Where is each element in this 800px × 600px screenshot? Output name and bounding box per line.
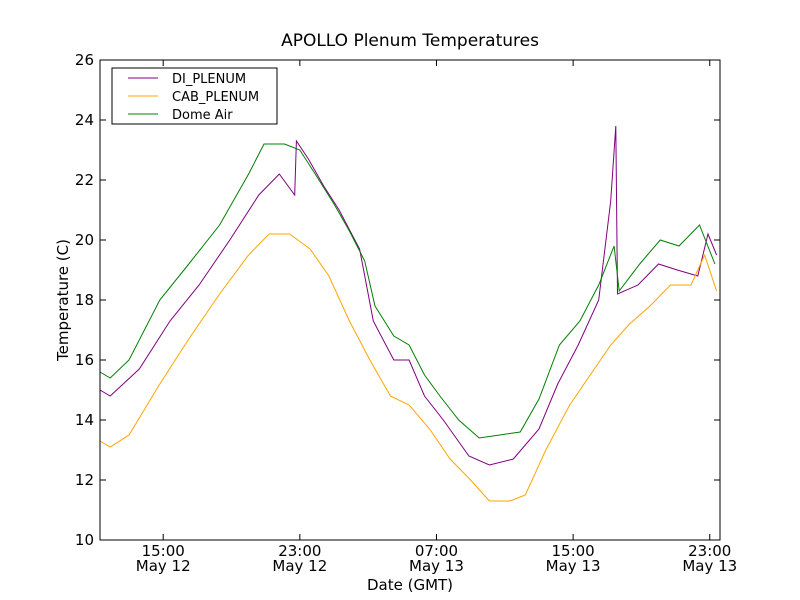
x-tick-label-time: 15:00: [551, 542, 594, 560]
y-tick-label: 12: [75, 471, 94, 489]
x-tick-label-time: 07:00: [415, 542, 458, 560]
chart-title: APOLLO Plenum Temperatures: [281, 31, 539, 51]
x-tick-label-date: May 13: [546, 557, 601, 575]
legend-label: Dome Air: [172, 108, 233, 123]
legend-label: DI_PLENUM: [172, 72, 246, 87]
x-tick-label-date: May 12: [272, 557, 327, 575]
y-tick-label: 14: [75, 411, 94, 429]
y-tick-label: 16: [75, 351, 94, 369]
x-tick-label-time: 23:00: [278, 542, 321, 560]
y-tick-label: 24: [75, 111, 94, 129]
series-line-di-plenum: [99, 125, 718, 466]
legend: DI_PLENUM CAB_PLENUM Dome Air: [111, 67, 278, 125]
x-tick-label-time: 15:00: [142, 542, 185, 560]
x-tick-label-date: May 13: [682, 557, 737, 575]
x-tick-label-date: May 13: [409, 557, 464, 575]
y-axis-label: Temperature (C): [54, 239, 72, 362]
y-tick-label: 10: [75, 531, 94, 549]
y-axis: 10 12 14 16 18 20 22 24 26: [75, 51, 720, 549]
x-tick-label-time: 23:00: [688, 542, 731, 560]
y-tick-label: 22: [75, 171, 94, 189]
legend-label: CAB_PLENUM: [172, 90, 259, 105]
series-line-cab-plenum: [99, 233, 718, 502]
series-line-dome-air: [99, 143, 716, 439]
y-tick-label: 20: [75, 231, 94, 249]
x-tick-label-date: May 12: [136, 557, 191, 575]
series-layer: [99, 125, 718, 502]
y-tick-label: 18: [75, 291, 94, 309]
plot-frame: [99, 59, 721, 541]
y-tick-label: 26: [75, 51, 94, 69]
x-axis-label: Date (GMT): [367, 576, 453, 594]
